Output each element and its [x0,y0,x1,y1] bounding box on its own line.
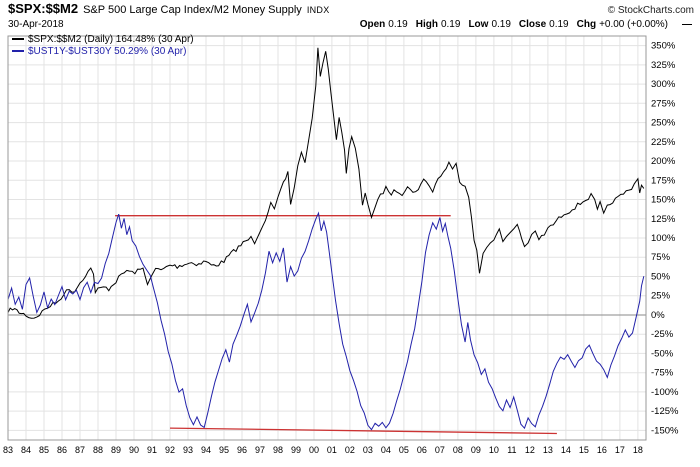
legend-label: $UST1Y-$UST30Y 50.29% (30 Apr) [28,45,187,57]
x-axis-label: 84 [21,445,31,455]
x-axis-label: 99 [291,445,301,455]
symbol-description: S&P 500 Large Cap Index/M2 Money Supply [83,4,302,16]
y-axis-label: -100% [651,387,679,398]
chart-area: -150% -125% -100% -75% -50% -25% 0% 25% 50% 75% 10… [0,31,700,467]
x-axis-label: 96 [237,445,247,455]
x-axis-label: 86 [57,445,67,455]
x-axis-label: 98 [273,445,283,455]
series-line-spx-m2 [7,47,645,319]
quote-value: 0.19 [440,19,461,30]
x-axis-label: 15 [579,445,589,455]
x-axis-label: 02 [345,445,355,455]
quote-label: High [415,19,438,30]
symbol: $SPX:$$M2 [8,1,79,16]
quote-label: Close [518,19,547,30]
chart-legend: $SPX:$$M2 (Daily) 164.48% (30 Apr) $UST1Y… [12,33,194,57]
y-axis-label: 75% [651,252,671,263]
x-axis-label: 00 [309,445,319,455]
legend-item: $SPX:$$M2 (Daily) 164.48% (30 Apr) [12,33,194,45]
price-chart: -150% -125% -100% -75% -50% -25% 0% 25% 50% 75% 10… [3,35,679,455]
x-axis-label: 10 [489,445,499,455]
quote-label: Open [359,19,386,30]
x-axis-label: 07 [435,445,445,455]
y-axis-label: 50% [651,272,671,283]
x-axis-label: 17 [615,445,625,455]
y-axis-label: -25% [651,329,674,340]
collapse-icon[interactable]: — [682,19,692,30]
y-axis-label: 325% [651,60,676,71]
plot-border [7,35,647,441]
trendline-lower-support [169,427,557,435]
quote-row: 30-Apr-2018 Open 0.19 High 0.19 Low 0.19 Close… [8,19,694,31]
x-axis-label: 89 [111,445,121,455]
x-axis-label: 95 [219,445,229,455]
quote-value: +0.00 (+0.00%) [599,19,668,30]
x-axis-label: 14 [561,445,571,455]
x-axis-label: 01 [327,445,337,455]
x-axis-label: 08 [453,445,463,455]
x-axis-label: 05 [399,445,409,455]
legend-label: $SPX:$$M2 (Daily) 164.48% (30 Apr) [28,33,194,45]
y-axis-label: 225% [651,137,676,148]
y-axis-label: 0% [651,310,665,321]
exchange-label: INDX [306,5,330,15]
series-line-ust1y-ust30y [7,211,645,431]
x-axis-label: 94 [201,445,211,455]
quote-value: 0.19 [549,19,569,30]
x-axis-label: 87 [75,445,85,455]
y-axis-label: 200% [651,156,676,167]
y-axis-label: -125% [651,406,679,417]
x-axis-label: 11 [507,445,516,455]
x-axis-label: 04 [381,445,391,455]
quote-label: Low [468,19,489,30]
x-axis-label: 12 [525,445,535,455]
x-axis-label: 83 [3,445,13,455]
y-axis-label: -150% [651,425,679,436]
y-axis-label: 25% [651,291,671,302]
y-axis-label: 350% [651,41,676,52]
x-axis-label: 18 [633,445,643,455]
quote-value: 0.19 [491,19,511,30]
y-axis-label: 125% [651,214,676,225]
legend-swatch [12,38,24,40]
y-axis-label: 150% [651,195,676,206]
quote-value: 0.19 [388,19,408,30]
y-axis-label: 300% [651,79,676,90]
x-axis-label: 13 [543,445,553,455]
y-axis-label: 250% [651,118,676,129]
x-axis-label: 03 [363,445,373,455]
chart-header: $SPX:$$M2 S&P 500 Large Cap Index/M2 Mon… [0,0,700,31]
legend-item: $UST1Y-$UST30Y 50.29% (30 Apr) [12,45,194,57]
x-axis-label: 91 [147,445,157,455]
x-axis-label: 09 [471,445,481,455]
y-axis-label: -50% [651,348,674,359]
x-axis-label: 88 [93,445,103,455]
legend-swatch [12,50,24,52]
y-axis-label: 100% [651,233,676,244]
quote-label: Chg [576,19,597,30]
x-axis-label: 97 [255,445,265,455]
y-axis-label: -75% [651,368,674,379]
x-axis-label: 16 [597,445,607,455]
x-axis-label: 90 [129,445,139,455]
quote-summary: Open 0.19 High 0.19 Low 0.19 Close 0.19 Chg +0.00… [352,19,668,31]
x-axis-label: 85 [39,445,49,455]
copyright: © StockCharts.com [607,5,694,16]
chart-date: 30-Apr-2018 [8,19,64,30]
x-axis-label: 93 [183,445,193,455]
x-axis-label: 06 [417,445,427,455]
y-axis-label: 275% [651,98,676,109]
y-axis-label: 175% [651,175,676,186]
x-axis-label: 92 [165,445,175,455]
title-row: $SPX:$$M2 S&P 500 Large Cap Index/M2 Mon… [8,2,694,18]
